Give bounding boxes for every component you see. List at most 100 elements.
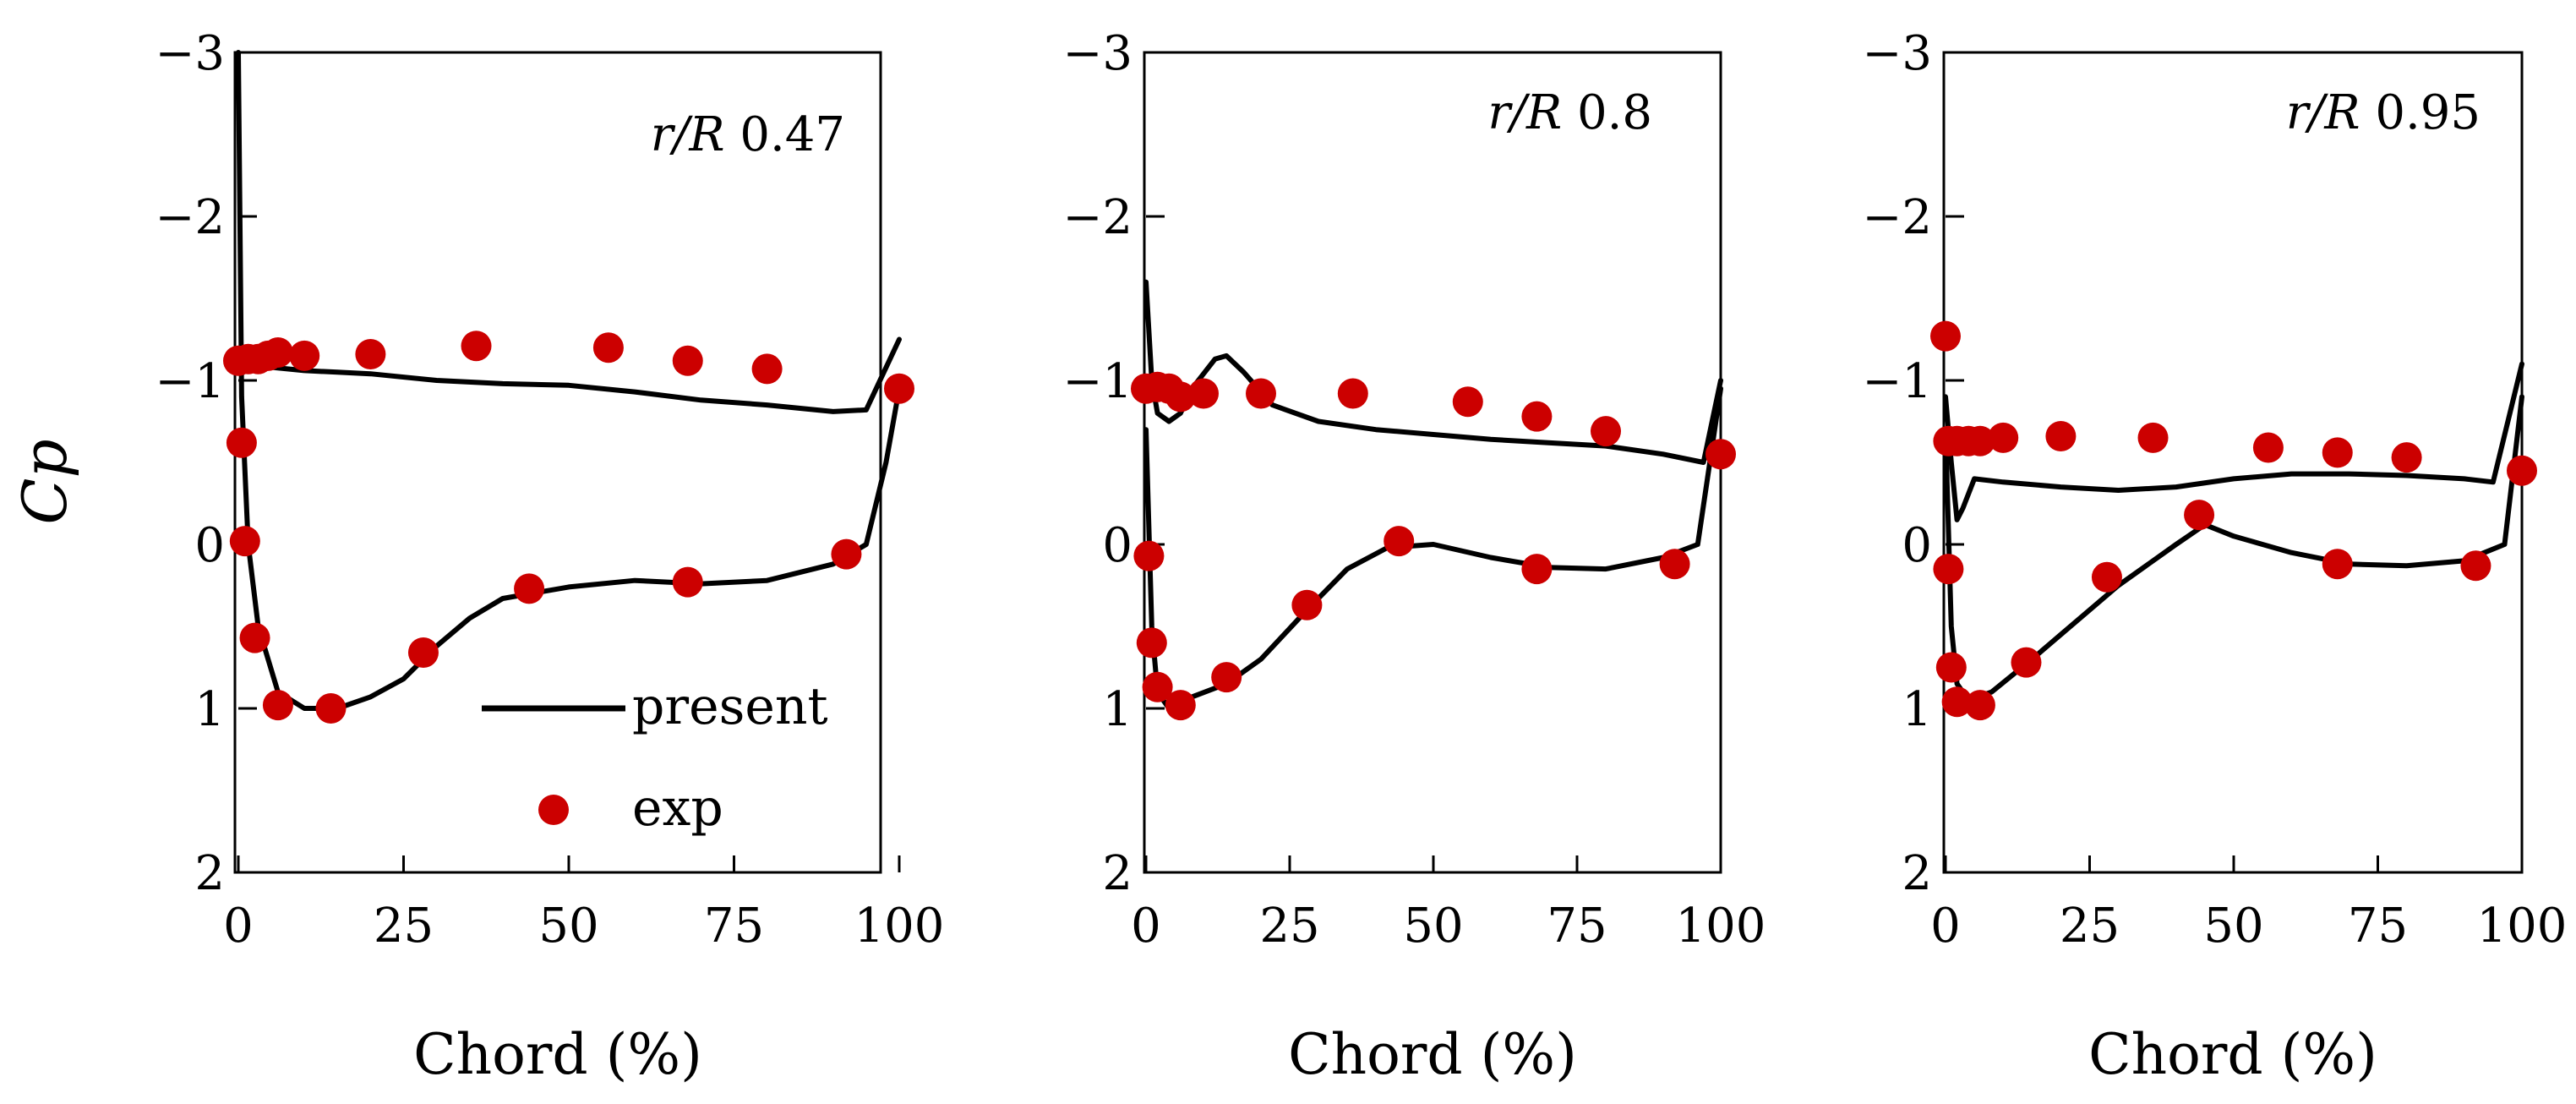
y-tick-label: −3 — [155, 26, 225, 81]
data-point-exp — [262, 690, 293, 721]
x-tick-label: 25 — [374, 899, 434, 954]
x-axis-label: Chord (%) — [1288, 1022, 1577, 1087]
data-point-exp — [239, 622, 270, 653]
data-point-exp — [1188, 378, 1219, 409]
data-point-exp — [2322, 549, 2353, 580]
data-point-exp — [831, 538, 862, 570]
series-line-present-upper — [1143, 279, 1723, 465]
data-point-exp — [1246, 378, 1276, 409]
data-point-exp — [1930, 320, 1961, 352]
data-point-exp — [1706, 439, 1736, 470]
x-tick-label: 50 — [1403, 899, 1463, 954]
data-point-exp — [315, 693, 347, 724]
y-tick-label: 0 — [1102, 518, 1132, 573]
legend: present exp — [482, 677, 828, 838]
x-tick-label: 50 — [538, 899, 598, 954]
x-tick-label: 50 — [2203, 899, 2263, 954]
y-tick-label: −3 — [1062, 26, 1132, 81]
y-tick-label: −1 — [155, 354, 225, 409]
x-tick-label: 0 — [1930, 899, 1961, 954]
data-point-exp — [1988, 422, 2019, 453]
data-point-exp — [1591, 416, 1621, 447]
radius-annotation: r/R 0.8 — [1487, 85, 1652, 140]
data-point-exp — [1659, 549, 1690, 580]
series-line-present-upper — [236, 336, 902, 414]
x-tick-label: 75 — [2348, 899, 2408, 954]
y-tick-label: 0 — [194, 518, 225, 573]
x-axis-label: Chord (%) — [413, 1022, 702, 1087]
panel-1: r/R 0.47 present exp Chord (%) −3 −2 −1 0 1 2… — [155, 26, 944, 1087]
data-point-exp — [1521, 401, 1553, 432]
x-tick-label: 25 — [1259, 899, 1319, 954]
data-point-exp — [1136, 627, 1167, 659]
x-tick-label: 0 — [1131, 899, 1161, 954]
data-point-exp — [1964, 425, 1995, 456]
data-point-exp — [1211, 662, 1242, 693]
data-point-exp — [1941, 686, 1973, 718]
plot-frame — [233, 51, 882, 874]
data-point-exp — [672, 345, 703, 376]
data-point-exp — [514, 573, 545, 604]
y-tick-label: −2 — [155, 190, 225, 245]
data-point-exp — [226, 427, 257, 458]
data-point-exp — [2045, 420, 2077, 451]
data-point-exp — [355, 338, 386, 369]
x-tick-label: 100 — [854, 899, 945, 954]
x-axis-label: Chord (%) — [2088, 1022, 2377, 1087]
series-line-present-lower — [1143, 385, 1723, 711]
y-tick-label: 1 — [194, 682, 225, 737]
x-tick-label: 100 — [1676, 899, 1766, 954]
data-point-exp — [592, 332, 624, 363]
y-tick-label: 2 — [194, 846, 225, 901]
data-point-exp — [884, 373, 914, 404]
data-point-exp — [262, 337, 293, 369]
data-point-exp — [407, 637, 439, 669]
radius-annotation: r/R 0.95 — [2286, 85, 2480, 140]
data-point-exp — [2460, 550, 2491, 582]
data-point-exp — [1142, 671, 1173, 702]
data-point-exp — [1165, 690, 1196, 721]
data-point-exp — [1384, 526, 1415, 557]
y-axis-label: Cp — [9, 439, 80, 524]
y-tick-label: 0 — [1902, 518, 1932, 573]
data-point-exp — [1521, 554, 1553, 585]
x-tick-label: 0 — [223, 899, 254, 954]
plot-frame — [1143, 51, 1722, 874]
legend-marker-swatch — [538, 795, 569, 825]
y-tick-label: 1 — [1102, 682, 1132, 737]
data-point-exp — [1933, 554, 1964, 585]
y-tick-label: 1 — [1902, 682, 1932, 737]
data-point-exp — [1452, 386, 1483, 418]
radius-annotation: r/R 0.47 — [651, 107, 845, 162]
x-tick-label: 75 — [1547, 899, 1607, 954]
data-point-exp — [2252, 432, 2284, 463]
y-tick-label: −2 — [1862, 190, 1932, 245]
data-point-exp — [289, 340, 320, 371]
data-point-exp — [1291, 589, 1323, 620]
x-tick-label: 25 — [2060, 899, 2120, 954]
y-tick-label: −2 — [1062, 190, 1132, 245]
data-point-exp — [2507, 455, 2537, 486]
data-point-exp — [461, 331, 492, 362]
data-point-exp — [1337, 378, 1368, 409]
y-tick-label: 2 — [1902, 846, 1932, 901]
y-tick-label: −1 — [1862, 354, 1932, 409]
plot-frame — [1942, 51, 2524, 874]
y-tick-label: 2 — [1102, 846, 1132, 901]
y-tick-label: −1 — [1062, 354, 1132, 409]
series-line-present-upper — [1943, 361, 2524, 522]
data-point-exp — [2011, 647, 2042, 678]
data-point-exp — [2137, 422, 2169, 453]
data-point-exp — [1133, 540, 1165, 571]
x-tick-label: 75 — [704, 899, 764, 954]
legend-label-exp: exp — [632, 779, 723, 838]
x-tick-label: 100 — [2477, 899, 2568, 954]
data-point-exp — [1935, 652, 1967, 683]
data-point-exp — [2184, 500, 2215, 531]
data-point-exp — [1964, 690, 1995, 721]
data-point-exp — [2322, 437, 2353, 468]
data-point-exp — [672, 566, 703, 598]
y-tick-label: −3 — [1862, 26, 1932, 81]
